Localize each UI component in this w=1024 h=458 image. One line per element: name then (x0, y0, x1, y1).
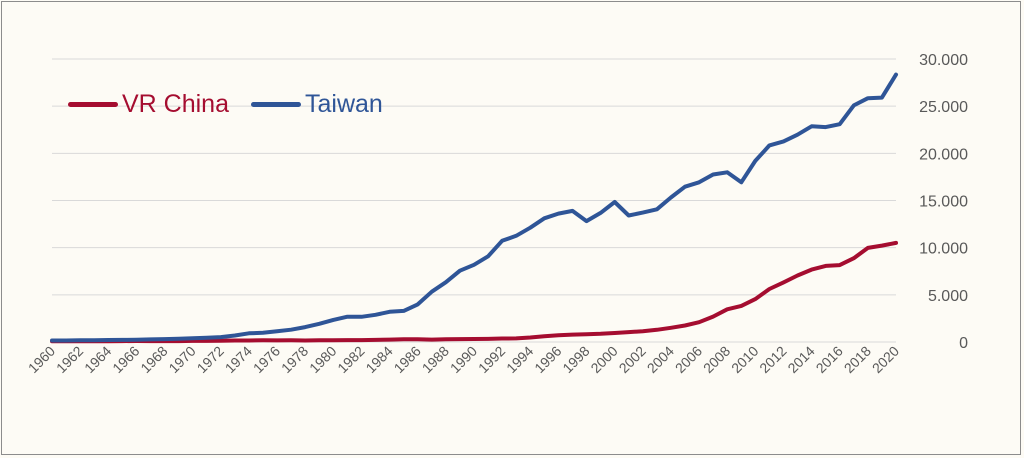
y-tick-label: 10.000 (919, 241, 968, 258)
x-tick-label: 1970 (165, 343, 198, 376)
legend-label-taiwan: Taiwan (305, 90, 383, 118)
x-tick-label: 2006 (672, 343, 705, 376)
x-tick-label: 2000 (587, 343, 620, 376)
x-tick-label: 1960 (25, 343, 58, 376)
x-tick-label: 1994 (503, 343, 536, 376)
x-axis-tick-labels: 1960196219641966196819701972197419761978… (25, 343, 902, 376)
x-tick-label: 1976 (250, 343, 283, 376)
x-tick-label: 2012 (756, 343, 789, 376)
x-tick-label: 2010 (728, 343, 761, 376)
y-tick-label: 5.000 (928, 288, 968, 305)
x-tick-label: 2018 (841, 343, 874, 376)
x-tick-label: 1962 (53, 343, 86, 376)
x-tick-label: 2008 (700, 343, 733, 376)
legend-swatch-vr-china (68, 102, 118, 107)
y-tick-label: 15.000 (919, 194, 968, 211)
x-tick-label: 1998 (559, 343, 592, 376)
x-tick-label: 1982 (334, 343, 367, 376)
x-tick-label: 1984 (362, 343, 395, 376)
x-tick-label: 1980 (306, 343, 339, 376)
series-line-vr-china (50, 240, 898, 344)
y-tick-label: 0 (959, 335, 968, 352)
x-tick-label: 2014 (784, 343, 817, 376)
y-tick-label: 30.000 (919, 52, 968, 69)
legend-item-taiwan: Taiwan (251, 90, 383, 119)
x-tick-label: 2020 (869, 343, 902, 376)
legend-label-vr-china: VR China (122, 90, 229, 118)
y-axis-tick-labels: 0 5.000 10.000 15.000 20.000 25.000 30.000 (919, 52, 968, 352)
x-tick-label: 1986 (391, 343, 424, 376)
x-tick-label: 1996 (531, 343, 564, 376)
x-tick-label: 1990 (447, 343, 480, 376)
x-tick-label: 1974 (222, 343, 255, 376)
legend-item-vr-china: VR China (68, 90, 229, 119)
x-tick-label: 1972 (194, 343, 227, 376)
x-tick-label: 2002 (616, 343, 649, 376)
series-line-taiwan (50, 72, 898, 343)
x-tick-label: 1968 (137, 343, 170, 376)
x-tick-label: 1966 (109, 343, 142, 376)
legend-swatch-taiwan (251, 102, 301, 107)
x-tick-label: 1978 (278, 343, 311, 376)
y-tick-label: 25.000 (919, 99, 968, 116)
x-tick-label: 1988 (419, 343, 452, 376)
x-tick-label: 2016 (813, 343, 846, 376)
legend: VR China Taiwan (68, 90, 405, 119)
x-tick-label: 1964 (81, 343, 114, 376)
x-tick-label: 1992 (475, 343, 508, 376)
x-tick-label: 2004 (644, 343, 677, 376)
series-lines (50, 72, 898, 344)
y-tick-label: 20.000 (919, 146, 968, 163)
